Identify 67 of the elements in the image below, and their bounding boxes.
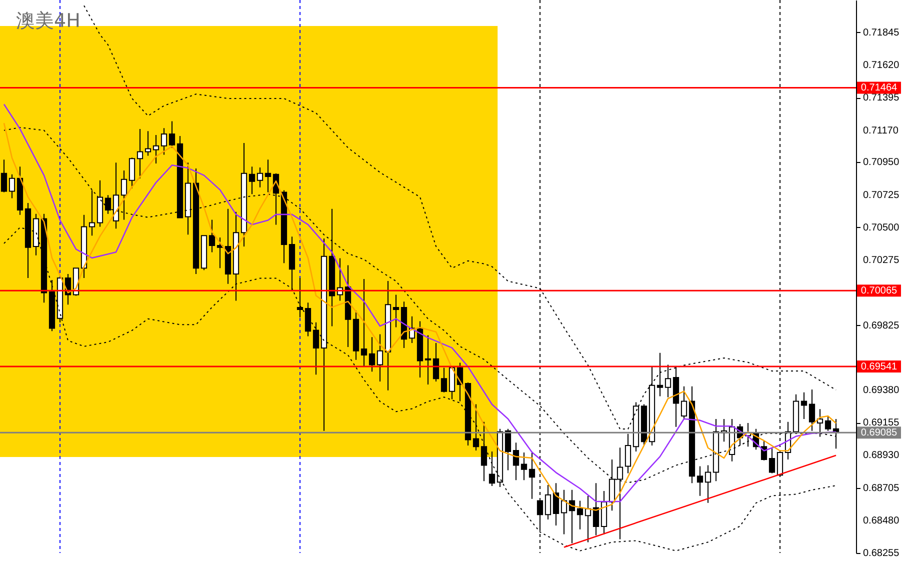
candlestick [816,408,824,438]
candlestick [104,194,112,214]
candlestick [512,442,520,481]
y-tick-label: 0.70500 [863,222,900,234]
candlestick [248,166,256,195]
candlestick [168,120,176,148]
candlestick [656,352,664,397]
y-tick-label: 0.70275 [863,255,900,266]
y-tick-label: 0.69380 [863,384,900,396]
candlestick [664,364,672,398]
y-tick-label: 0.70950 [863,157,900,168]
candlestick [136,128,144,179]
y-tick-label: 0.71845 [863,27,900,38]
candlestick [0,159,8,193]
y-tick-label: 0.71620 [863,60,900,72]
candlestick [376,334,384,382]
y-tick-label: 0.68480 [863,515,900,526]
y-tick-label: 0.68705 [863,482,900,494]
candlestick [808,388,816,432]
candlestick [528,451,536,500]
candlestick [8,174,16,199]
candlestick [368,336,376,372]
candlestick [88,190,96,236]
y-tick-label: 0.68930 [863,450,900,462]
candlestick [440,367,448,393]
candlestick [160,128,168,156]
candlestick [208,219,216,253]
candlestick [520,452,528,481]
candlestick [624,433,632,474]
candlestick [696,466,704,496]
candlestick [360,278,368,368]
candlestick [504,428,512,471]
y-tick-label: 0.69825 [863,320,900,332]
candlestick [544,484,552,520]
candlestick [256,166,264,188]
candlestick [120,170,128,220]
candlestick [592,482,600,536]
candlestick [480,421,488,482]
candlestick [800,392,808,420]
candlestick [552,482,560,526]
candlestick [152,134,160,164]
candlestick [312,322,320,376]
candlestick [392,294,400,328]
y-tick-label: 0.70725 [863,190,900,201]
candlestick [296,277,304,318]
candlestick [704,464,712,504]
candlestick [128,157,136,189]
candlestick [264,159,272,193]
candlestick [432,342,440,382]
y-tick-label: 0.69155 [863,418,900,429]
y-tick-label: 0.71395 [863,92,900,104]
y-tick-label: 0.71170 [863,125,899,136]
candlestick [824,415,832,432]
candlestick [488,451,496,487]
y-tick-label: 0.68255 [863,548,900,559]
candlestick [768,448,776,474]
ref-line-label: 0.69085 [860,428,898,439]
candlestick [216,236,224,269]
ref-line-label: 0.70065 [860,286,898,297]
candlestick [472,404,480,451]
candlestick [576,500,584,530]
candlestick [144,130,152,156]
ref-line-label: 0.71464 [860,82,898,94]
candlestick [304,302,312,337]
ref-line-label: 0.69541 [860,362,898,373]
candlestick [424,334,432,386]
candlestick [680,386,688,420]
